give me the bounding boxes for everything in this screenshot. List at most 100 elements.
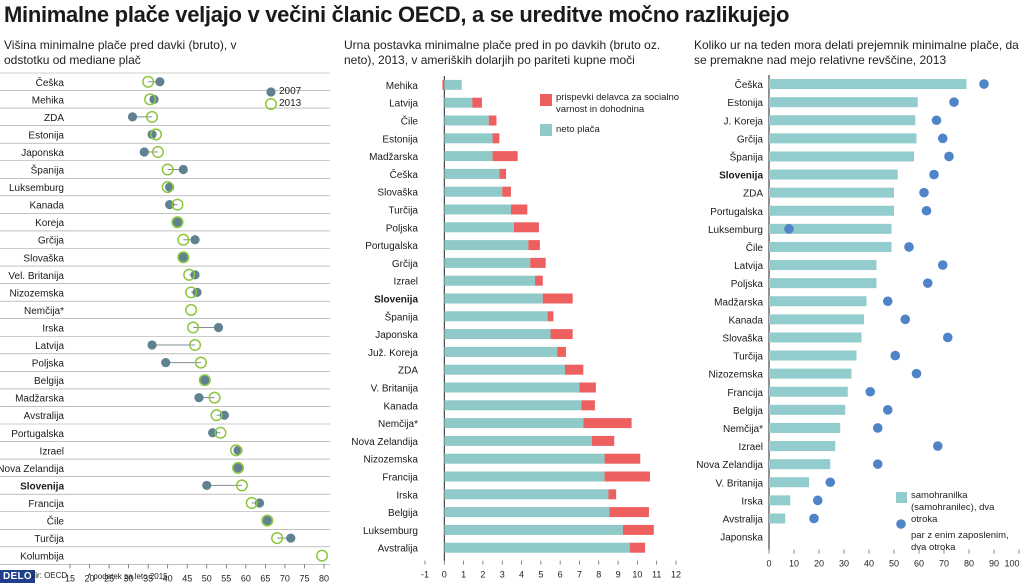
panel1-point-2013 [214,426,227,439]
panel3-bar-single-parent [769,205,894,216]
panel3-category-label: Poljska [731,279,764,290]
panel1-category-label: Španija [31,164,65,177]
panel1-tick-label: 40 [163,573,173,583]
panel2-bar-net [444,435,593,446]
panel1-category-label: Nova Zelandija [0,464,64,475]
panel2-category-label: V. Britanija [371,384,419,395]
panel2-bar-net [444,275,536,286]
legend-2013: 2013 [264,98,301,110]
panel1-point-2013 [177,233,190,246]
panel2-tick-label: 11 [652,570,661,580]
panel1-category-label: Slovaška [23,253,64,264]
panel1-tick-label: 35 [143,573,153,583]
panel1-point-2007 [139,147,149,157]
panel1-point-2013 [230,444,243,457]
panel2-bar-net [444,204,511,215]
panel1-point-2007 [213,322,224,333]
panel2-bar-contributions [530,257,546,268]
panel2-bar-contributions [442,79,445,90]
panel3-point-couple [904,242,914,252]
panel1-tick-label: 25 [104,573,114,583]
panel2-category-label: Turčija [388,206,418,217]
panel3-bar-single-parent [769,459,831,470]
panel2-tick-label: 10 [632,570,642,580]
panel1-point-2007 [149,94,159,104]
panel1-category-label: Luksemburg [9,183,64,194]
panel2-category-label: Španija [385,310,419,323]
panel1-category-label: Nizozemska [10,288,65,299]
panel2-bar-contributions [535,275,543,286]
panel1-tick-label: 60 [241,573,251,583]
panel2-bar-net [444,346,558,357]
panel1-category-label: Vel. Britanija [8,271,64,282]
panel2-bar-contributions [492,133,500,144]
panel3-bar-single-parent [769,314,864,325]
panel1-point-2013 [183,268,196,281]
panel3-bar-single-parent [769,241,892,252]
panel2-bar-contributions [492,151,518,162]
panel1-category-label: Latvija [35,341,64,352]
panel2-category-label: Nova Zelandija [351,437,418,448]
panel3-legend: samohranilka (samohranilec), dva otroka … [911,490,1023,554]
panel1-tick-label: 50 [202,573,212,583]
panel3-bar-single-parent [769,151,914,162]
panel3-category-label: Turčija [733,352,763,363]
panel2-tick-label: 12 [671,570,681,580]
panel2-bar-contributions [547,311,554,322]
panel3-point-couple [932,441,943,451]
panel1-point-2007 [178,252,188,262]
panel1-point-2013 [142,75,155,88]
panel2-tick-label: 0 [442,570,447,580]
panel3-category-label: Estonija [727,98,763,109]
panel2-tick-label: 2 [480,570,485,580]
panel3-category-label: Luksemburg [708,225,763,236]
panel2-category-label: Grčija [392,259,419,270]
panel2-tick-label: 6 [558,570,563,580]
panel1-tick-label: 30 [124,573,134,583]
panel1-point-2013 [245,496,258,510]
panel1-point-2007 [127,112,138,122]
panel2-bar-net [444,382,580,393]
panel3-tick-label: 90 [989,559,999,569]
panel3-subtitle: Koliko ur na teden mora delati prejemnik… [694,38,1019,67]
panel2-category-label: Čile [401,115,419,128]
legend-2013-label: 2013 [279,98,302,109]
panel3-bar-single-parent [769,97,918,108]
panel3-tick-label: 70 [939,559,949,569]
panel1-category-label: Mehika [32,95,65,106]
panel3-category-label: ZDA [743,189,763,200]
panel1-point-2013 [194,356,207,369]
panel1-point-2013 [185,303,198,316]
panel3-category-label: V. Britanija [716,478,764,489]
panel3-bar-single-parent [769,495,791,506]
legend-net-pay-label: neto plača [556,124,600,135]
panel2-category-label: Madžarska [369,152,418,163]
panel1-category-label: Slovenija [20,481,64,492]
panel1-category-label: Kolumbija [20,552,64,563]
panel3-point-couple [812,495,823,506]
legend-couple-marker [896,519,906,529]
panel2-bar-net [444,489,609,500]
panel2-tick-label: 7 [577,570,582,580]
panel3-tick-label: 0 [766,559,771,569]
legend-2007: 2007 [264,86,301,98]
panel3-point-couple [931,115,942,126]
panel1-tick-label: 20 [85,573,95,583]
panel1-point-2013 [235,479,248,492]
panel3-point-couple [944,151,954,162]
panel2-category-label: Slovenija [374,295,418,306]
panel2-subtitle: Urna postavka minimalne plače pred in po… [344,38,661,67]
panel3-point-couple [784,224,794,234]
panel2-bar-contributions [629,542,646,553]
panel3-tick-label: 10 [789,559,799,569]
legend-single-parent-label: samohranilka (samohranilec), dva otroka [911,490,995,525]
panel2-bar-contributions [579,382,596,393]
panel2-bar-net [444,507,610,518]
panel3-point-couple [922,278,933,288]
panel1-category-label: Francija [28,499,64,510]
panel1-category-label: Japonska [21,148,64,159]
panel2-category-label: Izrael [394,277,418,288]
main-title: Minimalne plače veljajo v večini članic … [4,2,790,27]
panel2-bar-net [444,115,489,126]
panel1-point-2013 [171,216,184,229]
